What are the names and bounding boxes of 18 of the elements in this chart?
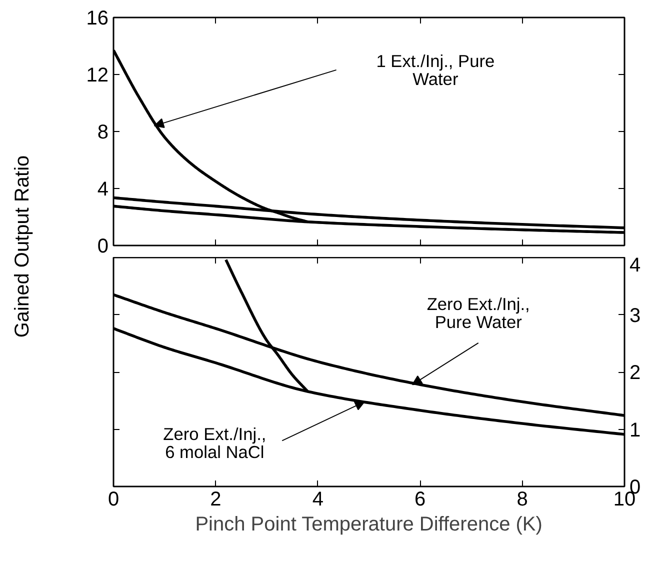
annotation: Zero Ext./Inj., Pure Water xyxy=(426,294,530,332)
y-tick-label: 1 xyxy=(630,419,641,442)
y-tick-label: 2 xyxy=(630,362,641,384)
x-axis-title: Pinch Point Temperature Difference (K) xyxy=(195,514,542,536)
x-tick-label: 4 xyxy=(312,488,324,510)
y-tick-label: 12 xyxy=(86,64,109,86)
y-tick-label: 0 xyxy=(97,236,108,258)
x-tick-label: 2 xyxy=(210,488,222,510)
annotation: 1 Ext./Inj., Pure Water xyxy=(376,50,495,89)
y-tick-label: 3 xyxy=(630,304,641,327)
y-tick-label: 16 xyxy=(86,8,109,30)
annotation: Zero Ext./Inj., 6 molal NaCl xyxy=(163,424,266,462)
y-tick-label: 4 xyxy=(97,178,108,200)
y-tick-label: 8 xyxy=(97,122,108,144)
x-tick-label: 6 xyxy=(414,488,426,510)
y-tick-label: 4 xyxy=(630,254,641,276)
x-tick-label: 8 xyxy=(516,488,528,510)
y-axis-title: Gained Output Ratio xyxy=(12,155,34,338)
